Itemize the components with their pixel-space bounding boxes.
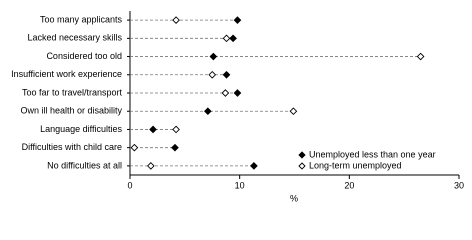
legend-marker	[298, 162, 306, 170]
dot	[233, 16, 242, 24]
dot	[229, 34, 237, 43]
legend-label: Long-term unemployed	[309, 160, 402, 170]
x-tick-label: 0	[127, 180, 132, 190]
dot	[172, 125, 180, 134]
y-tick-label: Too far to travel/transport	[22, 87, 123, 97]
dot	[209, 52, 218, 61]
dot	[149, 125, 157, 134]
dot	[171, 143, 179, 152]
dot	[204, 107, 212, 116]
legend-label: Unemployed less than one year	[309, 149, 436, 159]
dot	[172, 16, 180, 24]
x-axis-label: %	[290, 193, 298, 203]
y-tick-label: Own ill health or disability	[20, 106, 122, 116]
chart: % 0 10 20 30 Too many applicants Lacked neces…	[11, 11, 464, 203]
y-tick-label: Language difficulties	[40, 124, 122, 134]
dot	[289, 107, 298, 116]
y-tick-label: Lacked necessary skills	[27, 33, 122, 43]
y-tick-label: Considered too old	[46, 51, 122, 61]
x-tick-label: 20	[344, 180, 354, 190]
y-tick-label: Insufficient work experience	[11, 69, 122, 79]
y-tick-label: No difficulties at all	[47, 160, 122, 170]
dot	[222, 34, 231, 43]
dot	[416, 52, 425, 61]
dot	[147, 162, 155, 170]
y-tick-label: Too many applicants	[40, 14, 123, 24]
dot	[250, 162, 258, 170]
dot	[233, 89, 242, 97]
x-tick-label: 30	[454, 180, 464, 190]
x-tick-label: 10	[235, 180, 245, 190]
dot	[208, 70, 217, 79]
legend-marker	[298, 151, 306, 159]
dot	[130, 143, 139, 152]
dot	[222, 70, 231, 79]
dot	[221, 89, 230, 97]
y-tick-label: Difficulties with child care	[22, 142, 122, 152]
